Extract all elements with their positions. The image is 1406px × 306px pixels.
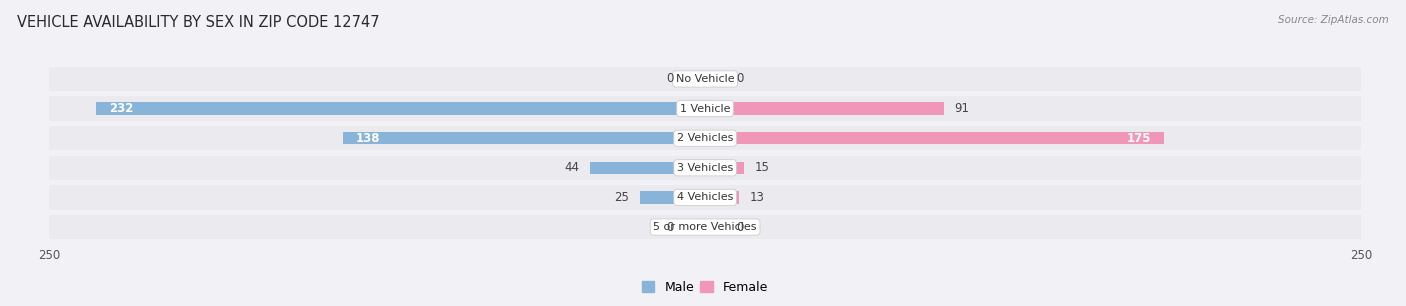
Text: 3 Vehicles: 3 Vehicles bbox=[676, 163, 734, 173]
Bar bbox=[97, 103, 706, 115]
Legend: Male, Female: Male, Female bbox=[643, 281, 768, 294]
Bar bbox=[589, 162, 706, 174]
Text: 44: 44 bbox=[564, 161, 579, 174]
Text: 0: 0 bbox=[737, 221, 744, 233]
Bar bbox=[49, 215, 1361, 239]
Bar bbox=[706, 162, 744, 174]
Text: 15: 15 bbox=[755, 161, 770, 174]
Bar bbox=[49, 96, 1361, 121]
Text: 232: 232 bbox=[110, 102, 134, 115]
Text: 138: 138 bbox=[356, 132, 381, 145]
Bar bbox=[640, 191, 706, 203]
Text: 1 Vehicle: 1 Vehicle bbox=[681, 103, 730, 114]
Bar bbox=[343, 132, 706, 144]
Bar bbox=[706, 103, 943, 115]
Text: No Vehicle: No Vehicle bbox=[676, 74, 734, 84]
Text: Source: ZipAtlas.com: Source: ZipAtlas.com bbox=[1278, 15, 1389, 25]
Text: 4 Vehicles: 4 Vehicles bbox=[676, 192, 734, 203]
Text: 91: 91 bbox=[955, 102, 969, 115]
Bar bbox=[49, 67, 1361, 91]
Text: 175: 175 bbox=[1126, 132, 1152, 145]
Bar bbox=[706, 132, 1164, 144]
Bar bbox=[49, 126, 1361, 150]
Text: 0: 0 bbox=[666, 221, 673, 233]
Text: 5 or more Vehicles: 5 or more Vehicles bbox=[654, 222, 756, 232]
Bar bbox=[49, 156, 1361, 180]
Text: 13: 13 bbox=[749, 191, 765, 204]
Bar bbox=[49, 185, 1361, 210]
Text: 25: 25 bbox=[614, 191, 628, 204]
Text: 0: 0 bbox=[737, 73, 744, 85]
Text: VEHICLE AVAILABILITY BY SEX IN ZIP CODE 12747: VEHICLE AVAILABILITY BY SEX IN ZIP CODE … bbox=[17, 15, 380, 30]
Text: 0: 0 bbox=[666, 73, 673, 85]
Bar bbox=[706, 191, 740, 203]
Text: 2 Vehicles: 2 Vehicles bbox=[676, 133, 734, 143]
